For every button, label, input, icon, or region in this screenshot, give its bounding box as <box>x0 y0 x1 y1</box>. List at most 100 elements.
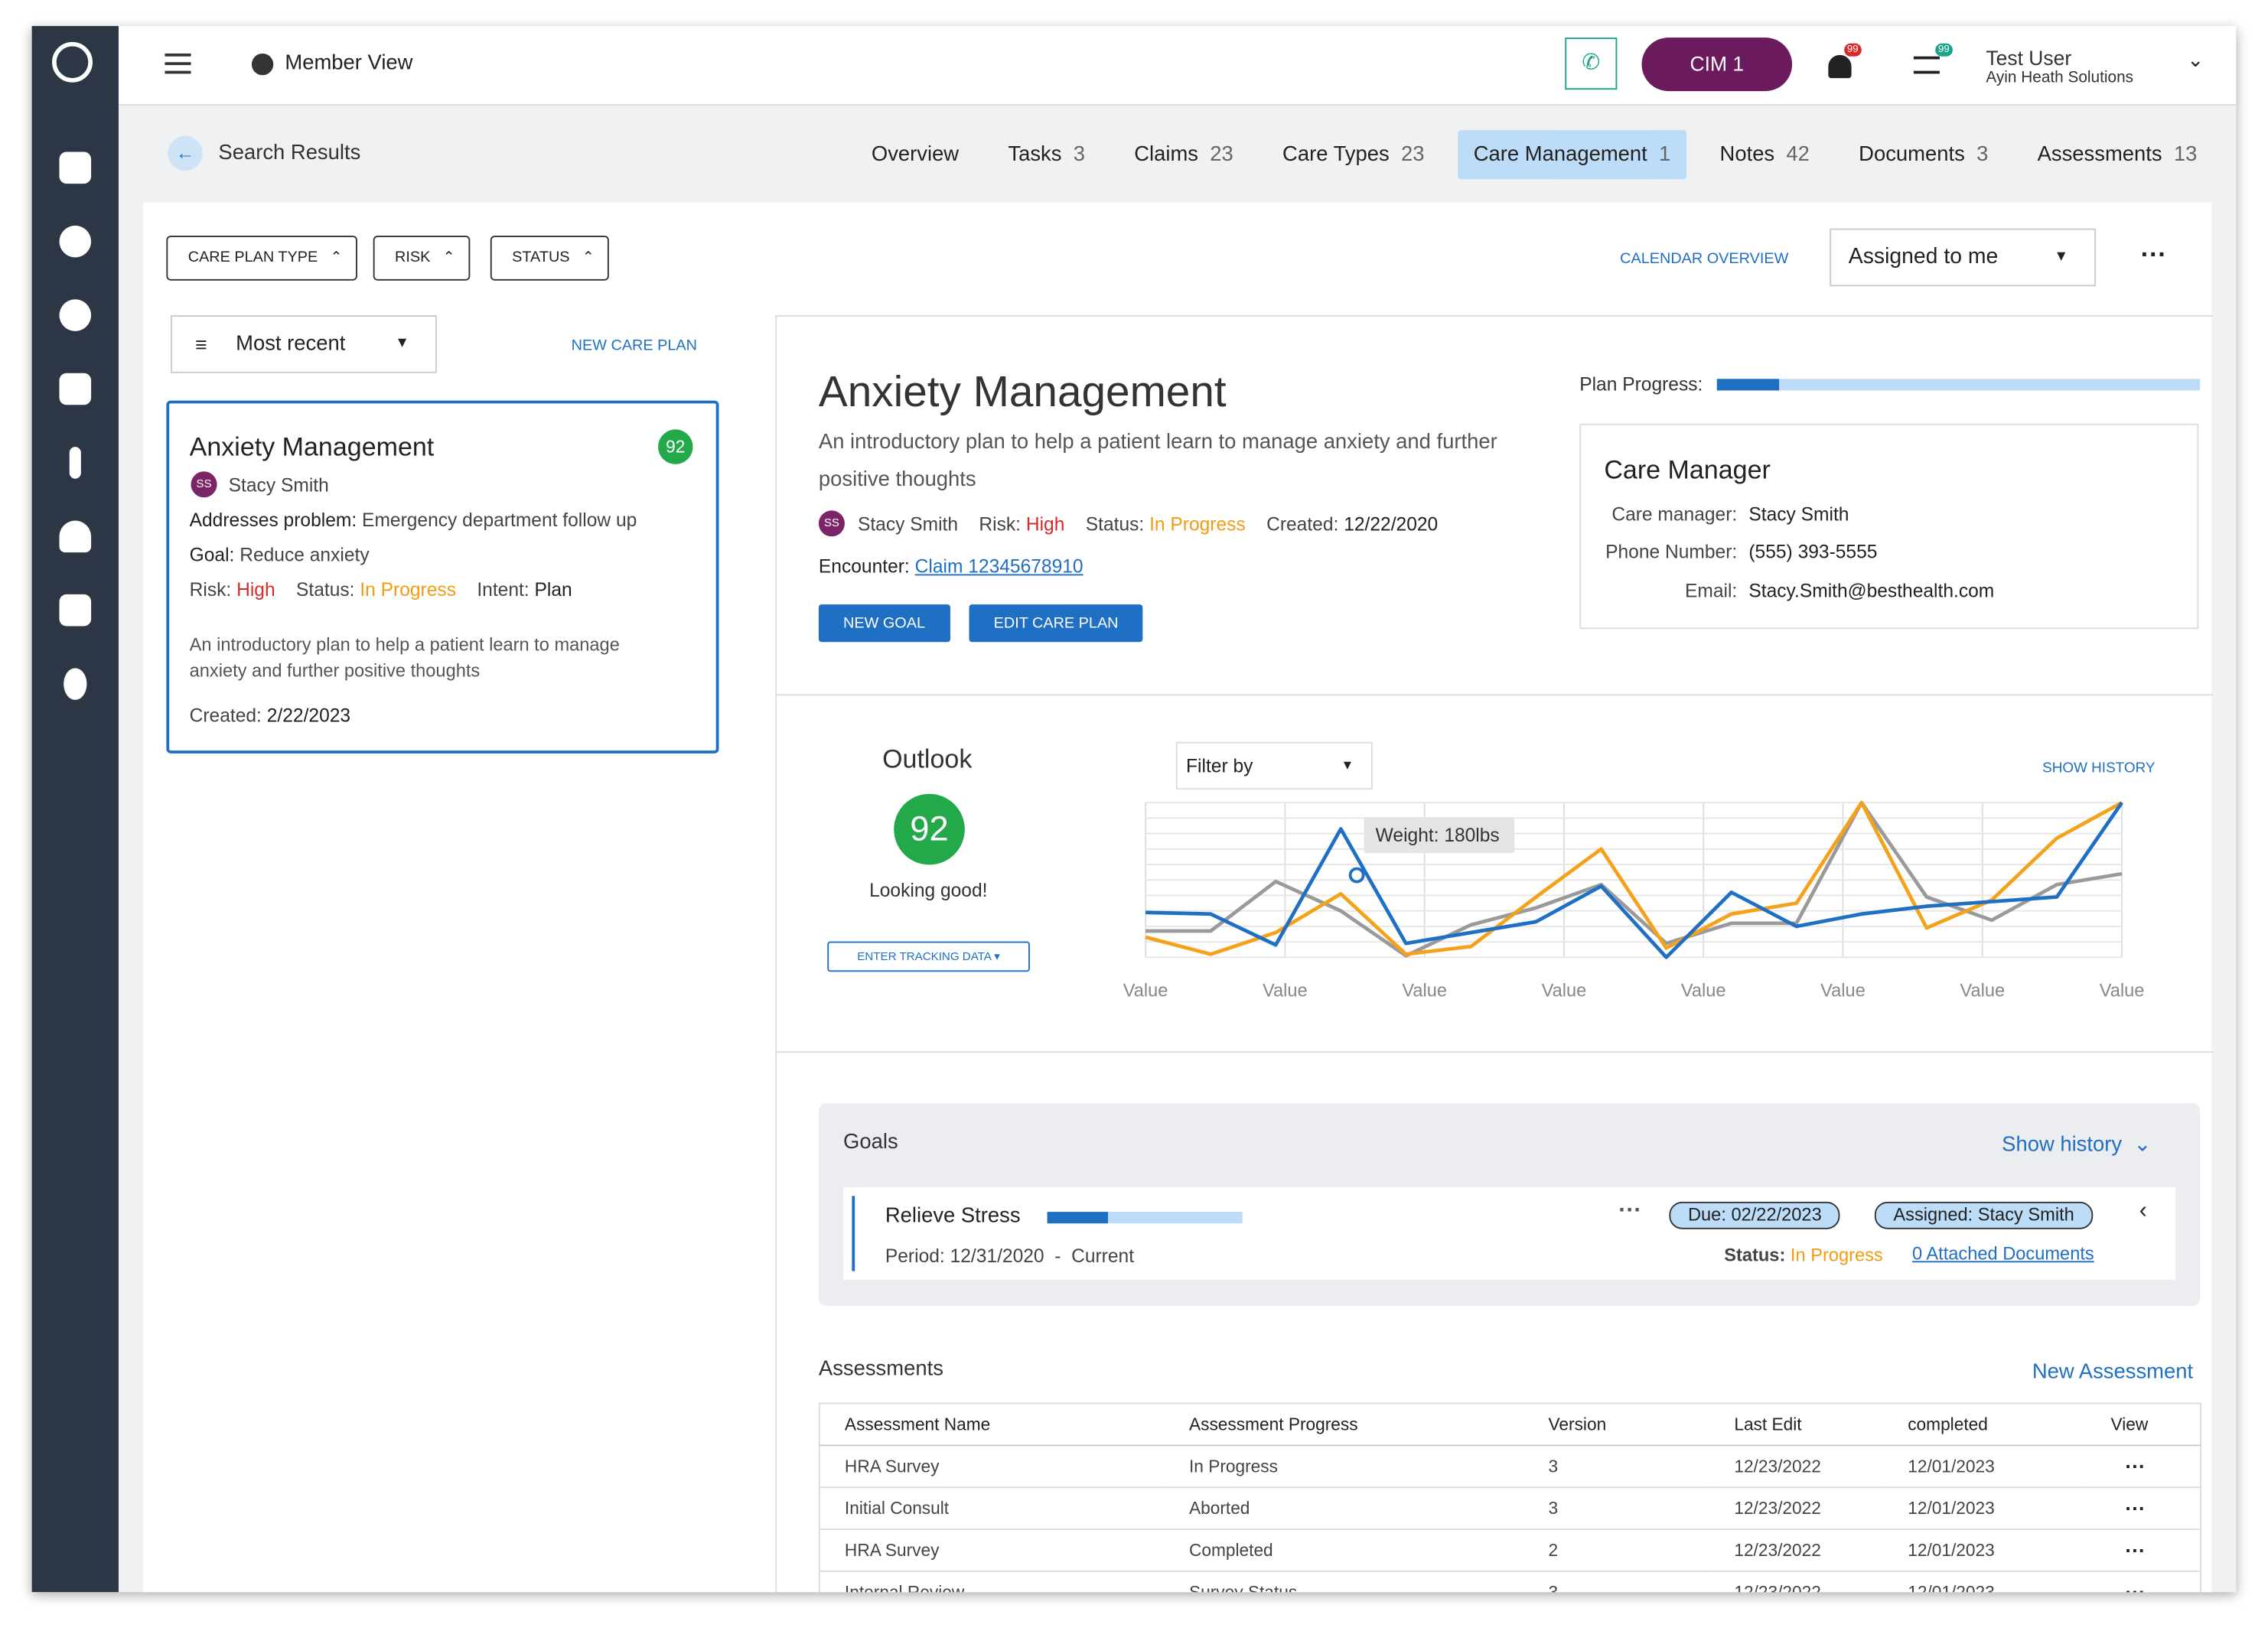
health-icon[interactable] <box>59 520 92 553</box>
goals-history[interactable]: Show history ⌄ <box>2002 1133 2152 1157</box>
value: 2/22/2023 <box>266 704 351 726</box>
collapse-button[interactable]: ‹ <box>2139 1199 2147 1224</box>
cell: HRA Survey <box>819 1528 1165 1572</box>
ideas-icon[interactable] <box>64 668 87 700</box>
filter-chip[interactable]: RISK <box>373 236 470 281</box>
edit-plan-button[interactable]: EDIT CARE PLAN <box>969 604 1143 643</box>
column-header: completed <box>1883 1403 2087 1447</box>
attached-docs[interactable]: 0 Attached Documents <box>1911 1243 2094 1265</box>
cell: 12/23/2022 <box>1709 1528 1884 1572</box>
user-name[interactable]: Test User <box>1986 46 2072 70</box>
cim-button[interactable]: CIM 1 <box>1641 37 1793 92</box>
back-button[interactable]: ← <box>168 135 203 171</box>
assessments-table: Assessment Name Assessment Progress Versio… <box>818 1402 2202 1593</box>
menu-button[interactable] <box>165 53 191 74</box>
tab[interactable]: Assessments 13 <box>2022 130 2213 179</box>
encounter-link[interactable]: Claim 12345678910 <box>914 555 1083 578</box>
tab-label: Documents <box>1859 143 1965 167</box>
table-row: HRA Survey In Progress 3 12/23/2022 12/01/20… <box>819 1445 2201 1489</box>
data-line <box>1145 801 2124 959</box>
care-plan-card[interactable]: Anxiety Management 92 SS Stacy Smith Add… <box>166 400 719 754</box>
view-menu[interactable]: ··· <box>2086 1528 2201 1572</box>
goal-period: Period: 12/31/2020 - Current <box>885 1245 1134 1267</box>
phone-button[interactable]: ✆ <box>1565 37 1618 90</box>
user-menu[interactable]: ⌄ <box>2187 47 2204 71</box>
tab-count: 42 <box>1786 143 1810 167</box>
tab[interactable]: Care Types 23 <box>1266 130 1440 179</box>
card-description: An introductory plan to help a patient l… <box>189 634 620 682</box>
tab[interactable]: Documents 3 <box>1843 130 2004 179</box>
filter-chip[interactable]: CARE PLAN TYPE <box>166 236 357 281</box>
card-problem: Addresses problem: Emergency department … <box>190 509 637 530</box>
user-icon <box>251 53 274 76</box>
label: Status: <box>1085 513 1145 536</box>
new-assessment[interactable]: New Assessment <box>2032 1360 2194 1385</box>
cell: 3 <box>1523 1445 1710 1489</box>
filter-select[interactable]: Filter by ▼ <box>1175 741 1373 790</box>
care-manager-title: Care Manager <box>1604 455 1771 485</box>
tab[interactable]: Notes 42 <box>1704 130 1826 179</box>
notifications[interactable] <box>1828 54 1852 79</box>
column-header: Version <box>1523 1403 1710 1447</box>
tab[interactable]: Tasks 3 <box>992 130 1101 179</box>
logo[interactable] <box>52 41 93 83</box>
care-manager-card: Care Manager Care manager: Stacy Smith P… <box>1579 423 2199 630</box>
more-menu[interactable]: ··· <box>2140 239 2167 269</box>
tab[interactable]: Care Management 1 <box>1457 130 1687 180</box>
filter-chip[interactable]: STATUS <box>490 236 609 281</box>
reports-icon[interactable] <box>59 299 92 331</box>
calendar-link[interactable]: CALENDAR OVERVIEW <box>1620 250 1789 268</box>
goal-row[interactable]: Relieve Stress Period: 12/31/2020 - Curr… <box>843 1187 2176 1280</box>
cell: 12/23/2022 <box>1709 1487 1884 1530</box>
member-view[interactable]: Member View <box>285 52 413 76</box>
tab-count: 1 <box>1658 143 1671 167</box>
goal-menu[interactable]: ··· <box>1618 1199 1642 1224</box>
cards-icon[interactable] <box>59 373 92 405</box>
tab-label: Assessments <box>2037 143 2162 167</box>
new-goal-button[interactable]: NEW GOAL <box>818 604 950 643</box>
plan-progress-track <box>1716 379 2201 391</box>
sort-select[interactable]: ≡ Most recent ▼ <box>171 315 437 373</box>
transfer-icon[interactable] <box>69 447 81 479</box>
column-header: View <box>2086 1403 2201 1447</box>
tab-count: 13 <box>2173 143 2198 167</box>
goal-name: Relieve Stress <box>885 1204 1021 1228</box>
goals-title: Goals <box>843 1131 898 1154</box>
tab-label: Care Management <box>1473 143 1647 167</box>
assigned-chip: Assigned: Stacy Smith <box>1874 1201 2094 1229</box>
view-menu[interactable]: ··· <box>2086 1487 2201 1530</box>
home-icon[interactable] <box>59 151 92 184</box>
value: 12/31/2020 - Current <box>950 1245 1135 1267</box>
label: Goal: <box>189 543 235 566</box>
cell: Internal Review <box>819 1571 1165 1593</box>
tab[interactable]: Overview <box>855 130 975 179</box>
assigned-select[interactable]: Assigned to me ▼ <box>1830 228 2097 287</box>
task-list[interactable] <box>1913 56 1940 74</box>
row-value: Stacy.Smith@besthealth.com <box>1748 580 1995 602</box>
tab[interactable]: Claims 23 <box>1118 130 1249 179</box>
hover-point <box>1348 867 1365 884</box>
outlook-title: Outlook <box>882 744 973 774</box>
new-care-plan[interactable]: NEW CARE PLAN <box>571 337 698 355</box>
enter-tracking-button[interactable]: ENTER TRACKING DATA ▾ <box>827 941 1030 972</box>
intent: Plan <box>534 578 572 601</box>
institution-icon[interactable] <box>59 594 92 627</box>
view-menu[interactable]: ··· <box>2086 1571 2201 1593</box>
show-history[interactable]: SHOW HISTORY <box>2042 760 2156 777</box>
label: Encounter: <box>818 555 910 578</box>
outlook-score: 92 <box>894 793 965 865</box>
top-bar: Member View ✆ CIM 1 99 99 Test User Ayin… <box>119 26 2237 106</box>
view-menu[interactable]: ··· <box>2086 1445 2201 1489</box>
sidebar <box>31 26 119 1593</box>
members-icon[interactable] <box>59 225 92 258</box>
avatar: SS <box>191 471 217 498</box>
cell: 3 <box>1523 1571 1710 1593</box>
detail-pane: Anxiety Management An introductory plan … <box>775 315 2214 1593</box>
back-label[interactable]: Search Results <box>218 142 361 165</box>
detail-title: Anxiety Management <box>818 369 1227 417</box>
card-created: Created: 2/22/2023 <box>190 705 350 726</box>
card-goal: Goal: Reduce anxiety <box>190 544 370 565</box>
table-row: Initial Consult Aborted 3 12/23/2022 12/01/2… <box>819 1487 2201 1530</box>
